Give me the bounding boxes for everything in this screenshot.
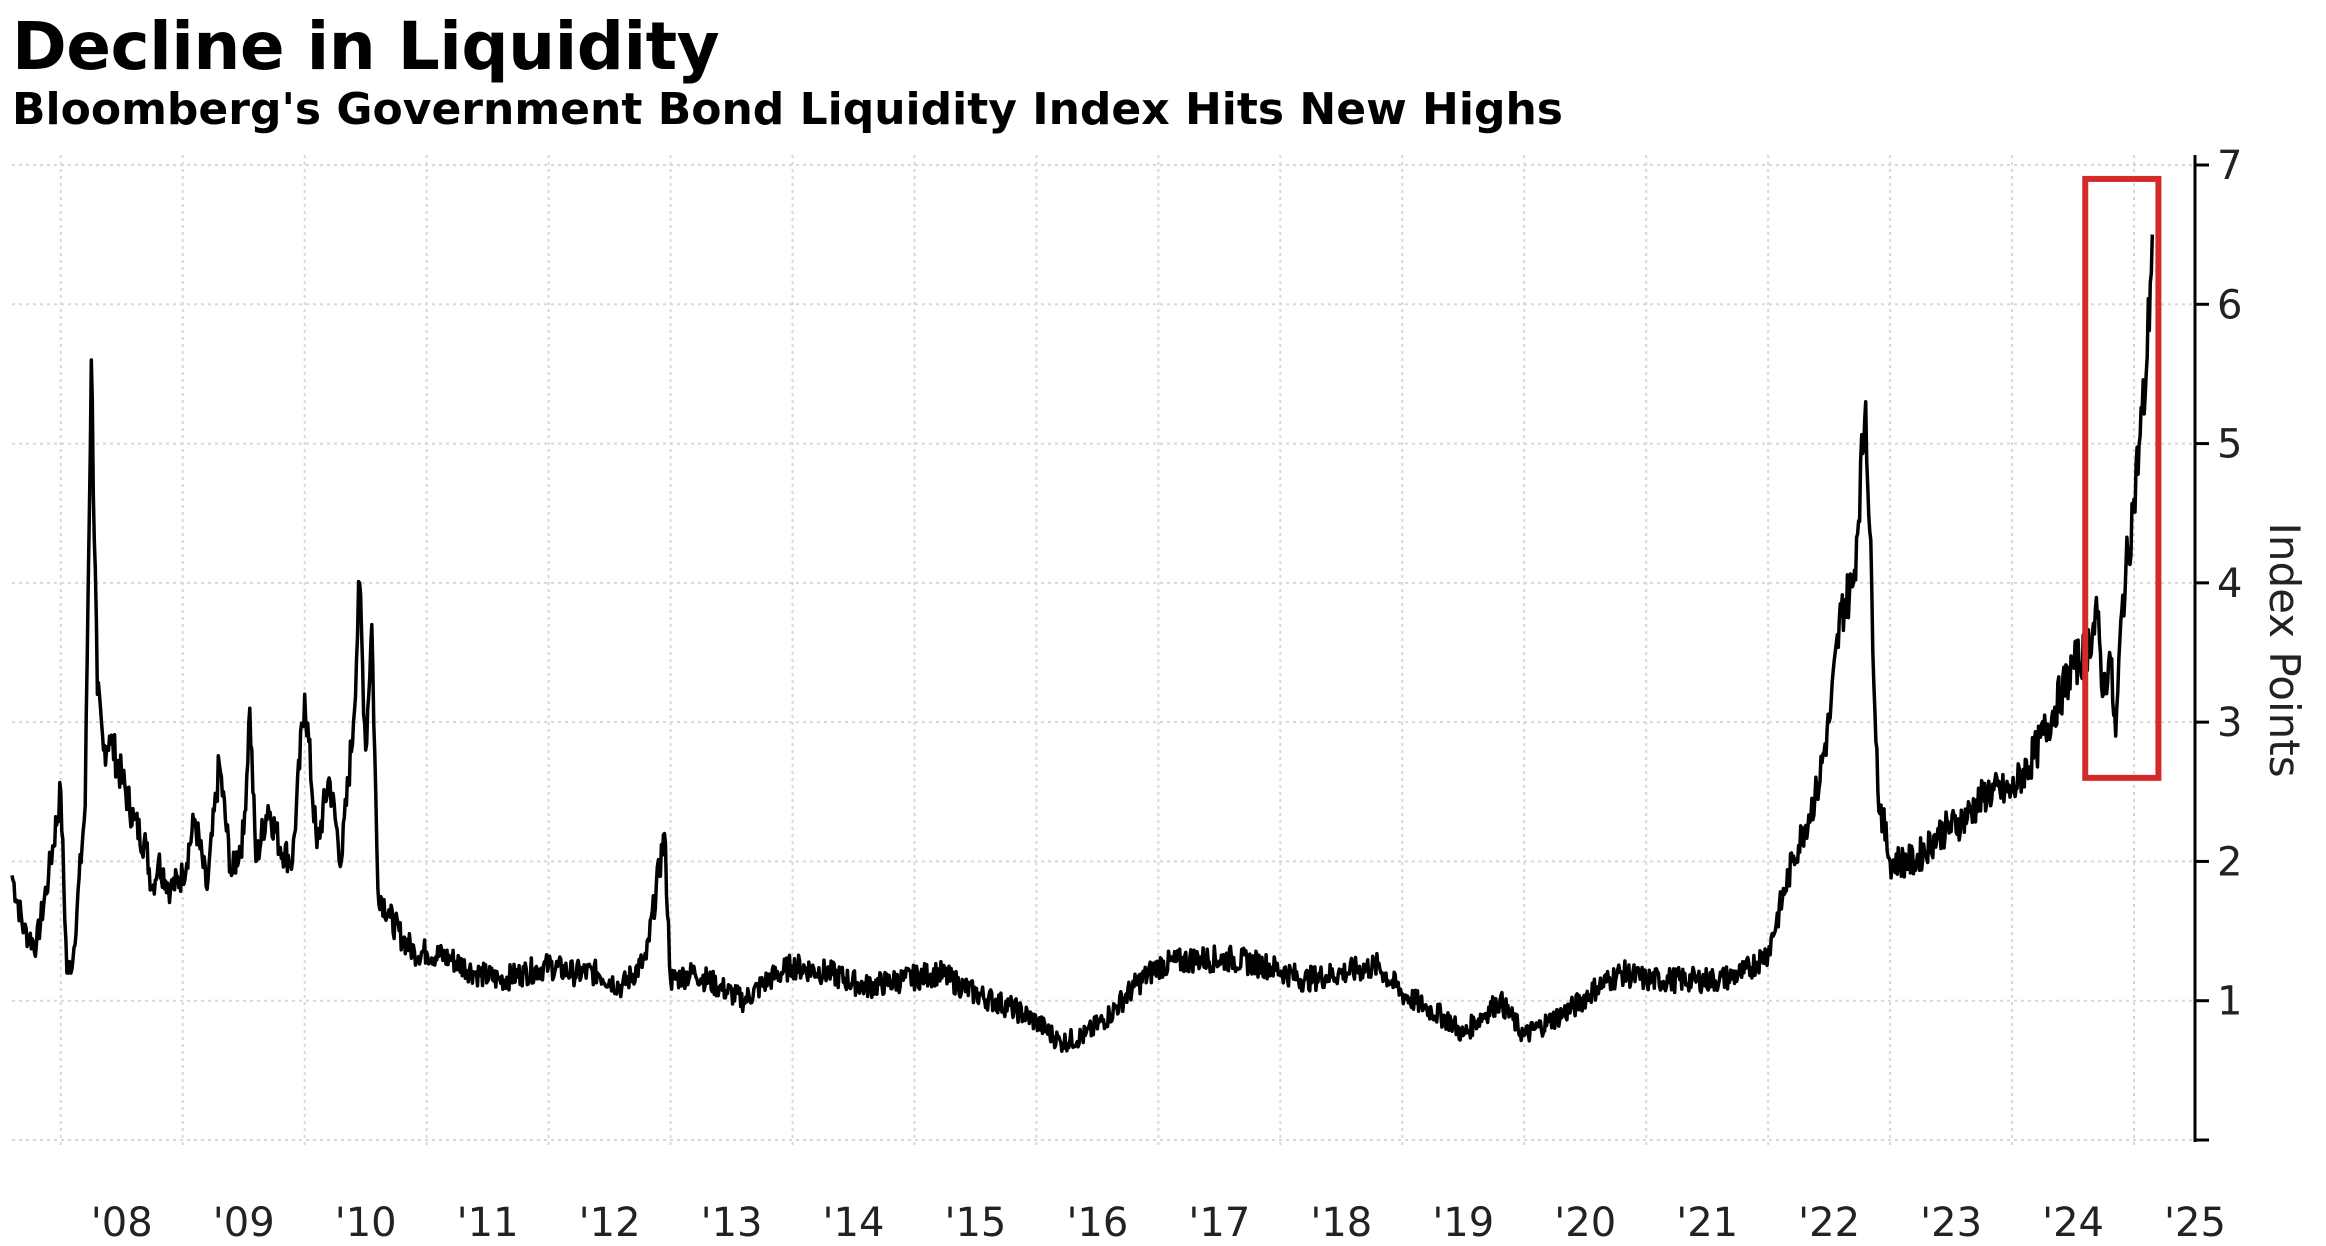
x-tick-label: '11 bbox=[457, 1200, 519, 1246]
highlight-box bbox=[2082, 175, 2162, 781]
y-tick-label: 1 bbox=[2217, 979, 2242, 1025]
y-tick-label: 4 bbox=[2217, 561, 2242, 607]
y-axis-label: Index Points bbox=[2260, 522, 2309, 777]
x-tick-label: '15 bbox=[944, 1200, 1006, 1246]
y-tick-label: 5 bbox=[2217, 422, 2242, 468]
chart-subtitle: Bloomberg's Government Bond Liquidity In… bbox=[12, 84, 1563, 135]
x-tick-label: '08 bbox=[91, 1200, 153, 1246]
x-tick-label: '25 bbox=[2164, 1200, 2226, 1246]
x-tick-label: '20 bbox=[1554, 1200, 1616, 1246]
x-tick-label: '18 bbox=[1310, 1200, 1372, 1246]
x-tick-label: '10 bbox=[335, 1200, 397, 1246]
x-axis-ticks: '08 '09 '10 '11 '12 '13 '14 '15 '16 '17 '18 '19 '20 '… bbox=[91, 1200, 2226, 1246]
x-tick-label: '19 bbox=[1432, 1200, 1494, 1246]
gridlines bbox=[12, 155, 2195, 1148]
x-tick-label: '09 bbox=[213, 1200, 275, 1246]
x-tick-label: '13 bbox=[701, 1200, 763, 1246]
x-tick-label: '16 bbox=[1066, 1200, 1128, 1246]
x-tick-label: '22 bbox=[1798, 1200, 1860, 1246]
y-tick-label: 7 bbox=[2217, 143, 2242, 189]
x-tick-label: '12 bbox=[579, 1200, 641, 1246]
series-line bbox=[10, 234, 2155, 1053]
x-tick-label: '23 bbox=[1920, 1200, 1982, 1246]
x-tick-label: '21 bbox=[1676, 1200, 1738, 1246]
y-axis: 1 2 3 4 5 6 7 bbox=[2193, 143, 2242, 1142]
x-tick-label: '17 bbox=[1188, 1200, 1250, 1246]
x-tick-label: '14 bbox=[823, 1200, 885, 1246]
y-tick-label: 3 bbox=[2217, 700, 2242, 746]
chart-title: Decline in Liquidity bbox=[12, 8, 720, 85]
y-tick-label: 6 bbox=[2217, 282, 2242, 328]
y-tick-label: 2 bbox=[2217, 839, 2242, 885]
x-tick-label: '24 bbox=[2042, 1200, 2104, 1246]
